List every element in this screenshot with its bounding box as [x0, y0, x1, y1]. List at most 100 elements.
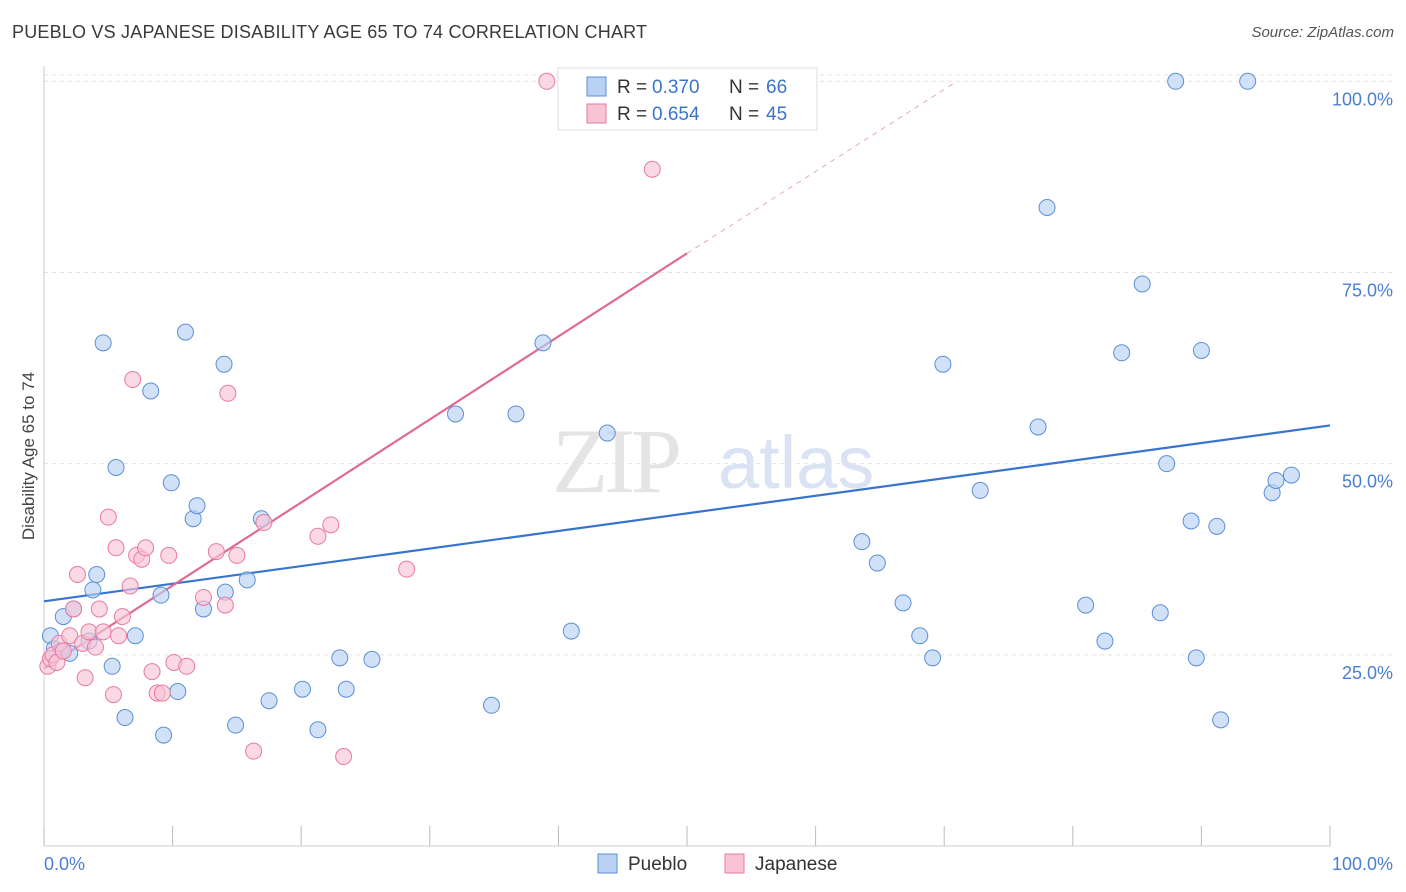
legend-swatch-pueblo [586, 76, 607, 97]
pueblo-point [107, 458, 125, 476]
pueblo-point [169, 683, 187, 701]
pueblo-point [1212, 711, 1230, 729]
trend-lines [43, 80, 1331, 670]
japanese-point [207, 543, 225, 561]
tick-labels: 25.0% 50.0% 75.0% 100.0% 0.0% 100.0% [44, 89, 1393, 874]
japanese-trend-extension [686, 80, 958, 254]
pueblo-point [238, 571, 256, 589]
japanese-point [121, 577, 139, 595]
pueblo-point [260, 692, 278, 710]
pueblo-point [142, 382, 160, 400]
pueblo-point [84, 581, 102, 599]
pueblo-point [534, 334, 552, 352]
bottom-legend-label-pueblo: Pueblo [628, 854, 687, 875]
axes [43, 66, 1331, 847]
pueblo-point [507, 405, 525, 423]
japanese-point [194, 588, 212, 606]
japanese-point [216, 596, 234, 614]
pueblo-point [853, 533, 871, 551]
pueblo-point [971, 481, 989, 499]
japanese-point [137, 539, 155, 557]
pueblo-point [1029, 418, 1047, 436]
pueblo-point [1158, 455, 1176, 473]
legend-n-label-pueblo: N = [729, 77, 759, 98]
pueblo-point [1239, 72, 1257, 90]
source-credit: Source: ZipAtlas.com [1251, 24, 1394, 41]
pueblo-point [1192, 341, 1210, 359]
legend-n-value-japanese: 45 [766, 104, 787, 125]
pueblo-point [126, 627, 144, 645]
pueblo-point [924, 649, 942, 667]
y-tick-label: 75.0% [1342, 280, 1393, 300]
pueblo-point [227, 716, 245, 734]
japanese-point [61, 627, 79, 645]
bottom-legend-swatch-japanese [724, 853, 745, 874]
pueblo-point [162, 474, 180, 492]
pueblo-point [1267, 471, 1285, 489]
pueblo-point [911, 627, 929, 645]
pueblo-point [293, 680, 311, 698]
data-points [39, 72, 1300, 766]
pueblo-point [1187, 649, 1205, 667]
japanese-point [113, 608, 131, 626]
pueblo-point [176, 323, 194, 341]
gridlines [44, 74, 1392, 656]
bottom-legend-swatch-pueblo [597, 853, 618, 874]
watermark-zip: ZIP [552, 410, 679, 512]
japanese-point [94, 623, 112, 641]
japanese-point [228, 546, 246, 564]
pueblo-point [331, 649, 349, 667]
japanese-point [80, 623, 98, 641]
pueblo-point [1096, 632, 1114, 650]
pueblo-point [894, 594, 912, 612]
japanese-point [124, 371, 142, 389]
japanese-point [255, 514, 273, 532]
pueblo-point [116, 709, 134, 727]
japanese-point [160, 546, 178, 564]
pueblo-point [1113, 344, 1131, 362]
pueblo-point [562, 622, 580, 640]
pueblo-point [103, 657, 121, 675]
watermark-atlas: atlas [718, 421, 874, 504]
chart-title: PUEBLO VS JAPANESE DISABILITY AGE 65 TO … [12, 22, 648, 42]
japanese-point [76, 669, 94, 687]
japanese-point [107, 539, 125, 557]
pueblo-point [598, 424, 616, 442]
y-axis-label: Disability Age 65 to 74 [19, 372, 38, 540]
pueblo-point [88, 566, 106, 584]
pueblo-point [934, 355, 952, 373]
pueblo-point [1282, 466, 1300, 484]
pueblo-point [1151, 604, 1169, 622]
japanese-point [309, 527, 327, 545]
pueblo-point [1182, 512, 1200, 530]
pueblo-point [1208, 517, 1226, 535]
japanese-point [178, 657, 196, 675]
japanese-point [110, 627, 128, 645]
x-tick-label-start: 0.0% [44, 854, 85, 874]
legend-n-value-pueblo: 66 [766, 77, 787, 98]
japanese-point [99, 508, 117, 526]
japanese-point [68, 566, 86, 584]
japanese-point [54, 642, 72, 660]
pueblo-point [363, 650, 381, 668]
japanese-point [86, 638, 104, 656]
series-legend: Pueblo Japanese [597, 853, 837, 875]
pueblo-trend-line [43, 424, 1331, 603]
pueblo-point [155, 726, 173, 744]
japanese-point [322, 516, 340, 534]
pueblo-point [1038, 198, 1056, 216]
pueblo-point [1167, 72, 1185, 90]
y-tick-label: 100.0% [1332, 89, 1393, 109]
japanese-point [643, 160, 661, 178]
pueblo-point [1133, 275, 1151, 293]
japanese-point [90, 600, 108, 618]
japanese-point [245, 742, 263, 760]
japanese-point [104, 686, 122, 704]
y-tick-label: 50.0% [1342, 472, 1393, 492]
japanese-point [219, 384, 237, 402]
pueblo-point [152, 586, 170, 604]
legend-r-label-pueblo: R = [617, 77, 647, 98]
bottom-legend-label-japanese: Japanese [755, 854, 837, 875]
legend-r-label-japanese: R = [617, 104, 647, 125]
